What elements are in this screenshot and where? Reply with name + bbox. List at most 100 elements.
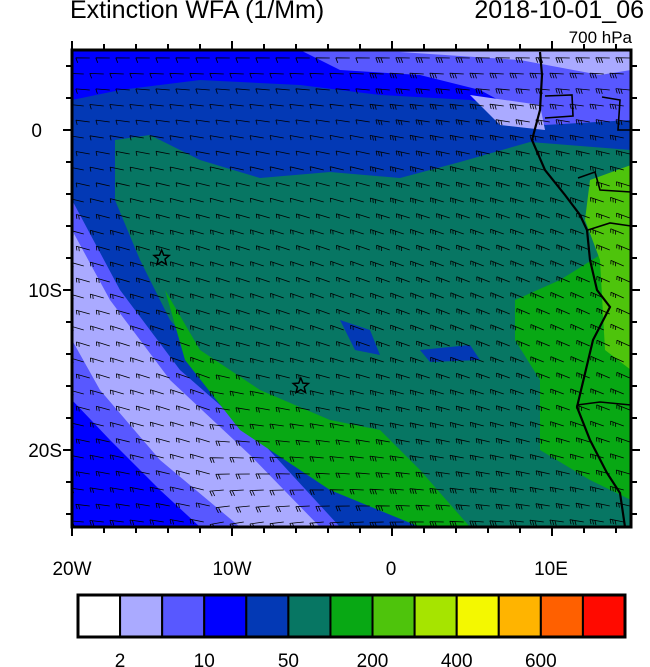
- wind-barb: [516, 244, 530, 251]
- wind-barb: [75, 406, 90, 412]
- wind-barb: [516, 372, 530, 379]
- wind-barb: [316, 245, 330, 251]
- wind-barb: [175, 470, 190, 476]
- wind-barb: [329, 166, 344, 172]
- wind-barb: [170, 293, 184, 299]
- wind-barb: [196, 372, 210, 379]
- wind-barb: [135, 88, 150, 94]
- wind-barb: [590, 228, 604, 235]
- wind-barb: [255, 407, 270, 413]
- wind-barb: [90, 357, 104, 363]
- wind-barb: [516, 276, 530, 283]
- wind-barb: [230, 325, 244, 331]
- wind-barb: [75, 151, 90, 157]
- wind-barb: [609, 165, 624, 172]
- wind-barb: [556, 308, 570, 315]
- wind-barb: [415, 471, 430, 478]
- x-tick-label: 10E: [534, 559, 568, 580]
- wind-barb: [495, 503, 510, 510]
- wind-barb: [535, 503, 550, 510]
- wind-barb: [449, 72, 464, 79]
- wind-barb: [135, 503, 150, 509]
- wind-barb: [576, 181, 590, 188]
- wind-barb: [490, 324, 504, 331]
- wind-barb: [149, 198, 164, 203]
- wind-barb: [536, 340, 550, 347]
- wind-barb: [275, 407, 290, 413]
- wind-barb: [469, 134, 484, 141]
- wind-barb: [135, 309, 150, 315]
- wind-barb: [235, 57, 250, 63]
- wind-barb: [515, 437, 530, 444]
- wind-barb: [215, 57, 230, 63]
- wind-barb: [509, 166, 524, 173]
- wind-barb: [455, 57, 470, 63]
- wind-barb: [289, 357, 304, 363]
- wind-barb: [436, 276, 450, 283]
- wind-barb: [210, 261, 224, 267]
- wind-barb: [370, 292, 384, 299]
- wind-barb: [569, 165, 584, 172]
- wind-barb: [336, 341, 350, 347]
- wind-barb: [329, 135, 344, 141]
- wind-barb: [129, 229, 144, 236]
- wind-barb: [590, 197, 604, 204]
- wind-barb: [530, 260, 544, 267]
- wind-barb: [349, 455, 364, 462]
- wind-barb: [535, 88, 550, 95]
- wind-barb: [415, 119, 430, 126]
- wind-barb: [596, 437, 610, 444]
- wind-barb: [170, 389, 184, 395]
- wind-barb: [189, 104, 204, 110]
- wind-barb: [355, 472, 370, 478]
- wind-barb: [509, 72, 524, 79]
- wind-barb: [576, 437, 590, 444]
- wind-barb: [449, 134, 464, 141]
- wind-barb: [169, 198, 184, 203]
- wind-barb: [75, 88, 90, 94]
- wind-barb: [90, 325, 104, 331]
- wind-barb: [610, 453, 624, 460]
- wind-barb: [209, 166, 224, 172]
- wind-barb: [290, 229, 304, 235]
- wind-barb: [196, 340, 210, 347]
- wind-barb: [496, 213, 510, 220]
- wind-barb: [316, 341, 330, 347]
- wind-barb: [530, 292, 544, 299]
- wind-barb: [115, 405, 130, 412]
- wind-barb: [616, 372, 630, 379]
- wind-barb: [135, 119, 150, 125]
- wind-barb: [389, 72, 404, 79]
- wind-barb: [549, 519, 564, 526]
- wind-barb: [469, 520, 484, 527]
- wind-barb: [375, 57, 390, 63]
- wind-barb: [570, 292, 584, 299]
- field-patches: [340, 320, 480, 362]
- wind-barb: [449, 166, 464, 173]
- wind-barb: [490, 389, 504, 396]
- wind-barb: [309, 390, 324, 396]
- wind-barb: [175, 88, 190, 94]
- wind-barb: [510, 260, 524, 267]
- wind-barb: [289, 135, 304, 141]
- wind-barb: [415, 150, 430, 157]
- wind-barb: [290, 325, 304, 331]
- wind-barb: [295, 182, 310, 187]
- wind-barb: [369, 197, 384, 204]
- wind-barb: [575, 57, 590, 63]
- coastline: [530, 51, 627, 527]
- wind-barb: [195, 182, 210, 188]
- wind-barb: [175, 57, 190, 63]
- wind-barb: [109, 422, 124, 428]
- wind-barb: [390, 229, 404, 236]
- colorbar-swatch: [455, 594, 500, 638]
- wind-barb: [316, 213, 330, 219]
- wind-barb: [169, 486, 184, 492]
- wind-barb: [95, 151, 110, 156]
- wind-barb: [189, 453, 204, 460]
- wind-barb: [235, 88, 250, 94]
- wind-barb: [129, 166, 144, 172]
- wind-barb: [435, 504, 450, 511]
- wind-barb: [595, 150, 610, 157]
- wind-barb: [389, 455, 404, 462]
